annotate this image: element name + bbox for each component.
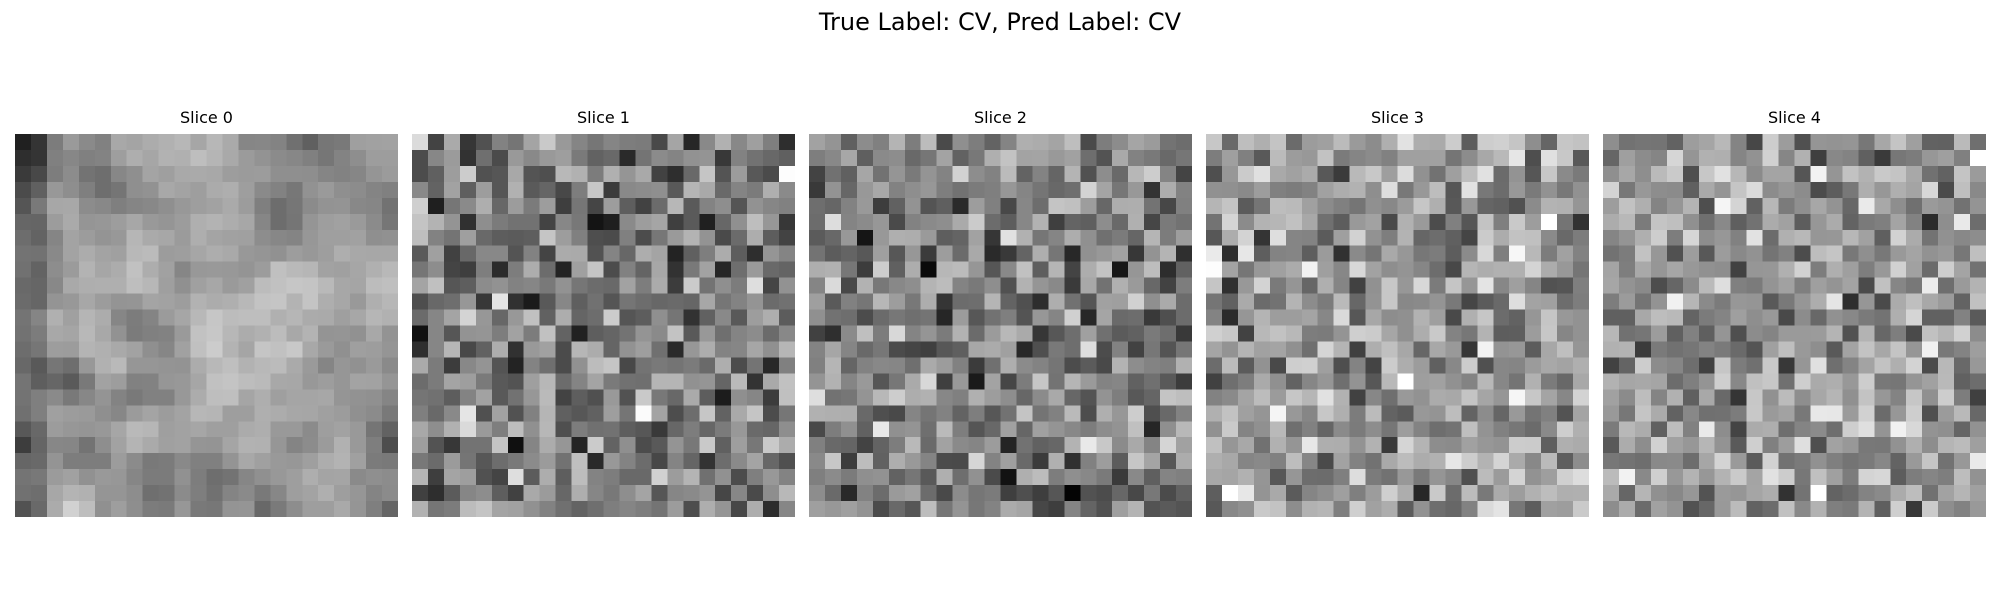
slice-panel-4: Slice 4 (1603, 106, 1986, 520)
slice-image-1 (412, 134, 795, 517)
slice-image-3 (1206, 134, 1589, 517)
slice-panel-3: Slice 3 (1206, 106, 1589, 520)
slice-image-4 (1603, 134, 1986, 517)
slice-title-1: Slice 1 (577, 108, 630, 127)
slice-panel-1: Slice 1 (412, 106, 795, 520)
figure-title: True Label: CV, Pred Label: CV (818, 8, 1182, 36)
slice-image-0 (15, 134, 398, 517)
slice-title-0: Slice 0 (180, 108, 233, 127)
slice-title-3: Slice 3 (1371, 108, 1424, 127)
slice-image-2 (809, 134, 1192, 517)
slice-panels: Slice 0 Slice 1 Slice 2 Slice 3 Slice 4 (15, 106, 1986, 520)
slice-title-4: Slice 4 (1768, 108, 1821, 127)
slice-panel-2: Slice 2 (809, 106, 1192, 520)
slice-panel-0: Slice 0 (15, 106, 398, 520)
slice-title-2: Slice 2 (974, 108, 1027, 127)
